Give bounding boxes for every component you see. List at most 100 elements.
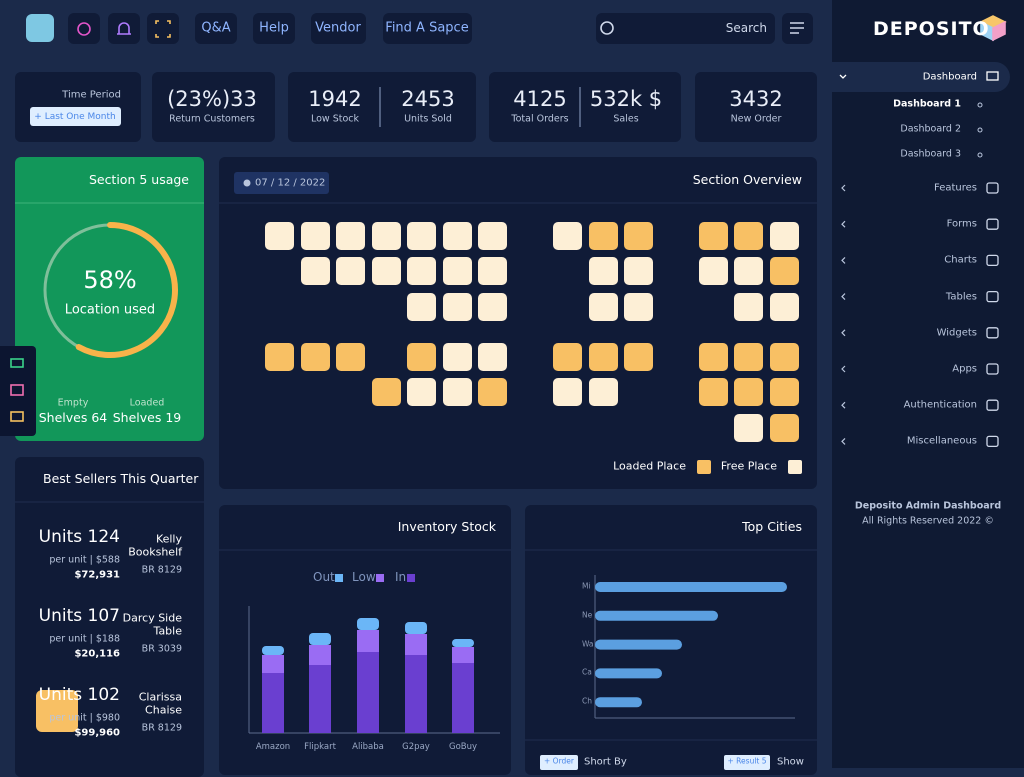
stat-value: 2453 <box>401 86 455 111</box>
footer-title: Deposito Admin Dashboard <box>854 500 1002 512</box>
find-button[interactable] <box>383 13 472 44</box>
free-seat <box>734 414 763 442</box>
loaded-seat <box>407 343 436 371</box>
bar-segment <box>309 633 331 645</box>
free-seat <box>336 257 365 285</box>
chevron <box>841 329 846 337</box>
bar-segment <box>262 646 284 655</box>
result-chip[interactable] <box>724 755 770 770</box>
shelf-value: Shelves 19 <box>112 409 182 425</box>
menu-icon <box>986 363 999 375</box>
chevron <box>841 293 846 301</box>
bar-segment <box>357 652 379 733</box>
menu-icon <box>986 290 999 303</box>
stat-card <box>152 72 275 142</box>
loaded-seat <box>734 343 763 371</box>
item-price: per unit | $980 <box>49 712 120 724</box>
stat-label: Sales <box>613 113 639 125</box>
menu-item: Features <box>934 182 977 194</box>
y-tick-label: Ne <box>582 610 593 620</box>
card-title: Inventory Stock <box>397 518 496 534</box>
overview-card <box>219 157 817 489</box>
chip-label: + Order <box>544 756 574 766</box>
footer-label: Show <box>777 756 804 768</box>
loaded-seat <box>770 343 799 371</box>
stat-value: 3432 <box>729 86 783 111</box>
loaded-seat <box>699 222 728 250</box>
footer-text: All Rights Reserved 2022 © <box>862 515 994 527</box>
menu-icon <box>986 435 999 448</box>
free-seat <box>589 293 618 321</box>
stat-label: New Order <box>730 113 782 125</box>
gear-icon <box>77 22 91 36</box>
date-chip[interactable] <box>234 172 329 194</box>
free-seat <box>443 257 472 285</box>
period-button[interactable] <box>30 107 121 126</box>
fullscreen-button[interactable] <box>147 13 179 44</box>
menu-item: Dashboard <box>922 71 977 83</box>
tool-icon[interactable] <box>10 358 24 368</box>
submenu-item: Dashboard 3 <box>900 148 961 160</box>
y-tick-label: Wa <box>582 639 594 649</box>
free-seat <box>699 257 728 285</box>
stat-value: 4125 <box>513 86 567 111</box>
expand-icon <box>155 20 171 38</box>
loaded-seat <box>770 378 799 406</box>
sidebar <box>832 0 1024 768</box>
y-tick-label: Ch <box>582 696 592 706</box>
gauge-arc <box>75 222 178 358</box>
submenu-dot <box>977 127 983 133</box>
card-title: Top Cities <box>742 518 802 534</box>
shelf-value: Shelves 64 <box>38 409 108 425</box>
qa-button[interactable] <box>195 13 237 44</box>
bar-segment <box>357 630 379 652</box>
avatar[interactable] <box>26 14 54 42</box>
free-seat <box>443 343 472 371</box>
footer-label: Short By <box>584 756 627 768</box>
card-title: Best Sellers This Quarter <box>43 470 199 486</box>
stat-value: 1942 <box>308 86 362 111</box>
loaded-seat <box>770 414 799 442</box>
nav-button-label: Vendor <box>315 20 361 36</box>
loaded-seat <box>734 378 763 406</box>
tool-icon[interactable] <box>10 384 24 396</box>
bar-segment <box>452 639 474 647</box>
free-seat <box>336 222 365 250</box>
free-seat <box>553 222 582 250</box>
legend-label: Free Place <box>720 459 777 473</box>
stat-caption: Time Period <box>62 89 121 101</box>
submenu-dot <box>977 102 983 108</box>
notifications-button[interactable] <box>108 13 140 44</box>
item-total: $72,931 <box>74 569 120 581</box>
stat-label: Total Orders <box>511 113 569 125</box>
bar-segment <box>452 663 474 733</box>
stat-card <box>288 72 476 142</box>
free-seat <box>770 293 799 321</box>
item-code: BR 8129 <box>141 722 182 734</box>
chat-button[interactable] <box>36 690 78 732</box>
chevron <box>841 256 846 264</box>
item-price: per unit | $588 <box>49 554 120 566</box>
loaded-seat <box>265 343 294 371</box>
order-chip[interactable] <box>540 755 578 770</box>
tool-icon[interactable] <box>10 411 24 422</box>
card-title: Section Overview <box>692 171 802 187</box>
chevron <box>841 220 846 228</box>
menu-icon <box>986 71 999 81</box>
item-name: Darcy Side Table <box>122 611 182 637</box>
search-box[interactable] <box>596 13 775 44</box>
free-seat <box>624 293 653 321</box>
help-button[interactable] <box>253 13 295 44</box>
submenu-dot <box>977 152 983 158</box>
legend-swatch <box>788 460 802 474</box>
legend-swatch <box>407 574 415 582</box>
free-seat <box>478 343 507 371</box>
active-menu-bg[interactable] <box>832 62 1010 92</box>
loaded-seat <box>336 343 365 371</box>
legend-label: Low <box>352 570 376 585</box>
loaded-seat <box>478 378 507 406</box>
settings-button[interactable] <box>68 13 100 44</box>
vendor-button[interactable] <box>311 13 366 44</box>
gauge-caption: Location used <box>64 302 156 318</box>
legend-swatch <box>335 574 343 582</box>
